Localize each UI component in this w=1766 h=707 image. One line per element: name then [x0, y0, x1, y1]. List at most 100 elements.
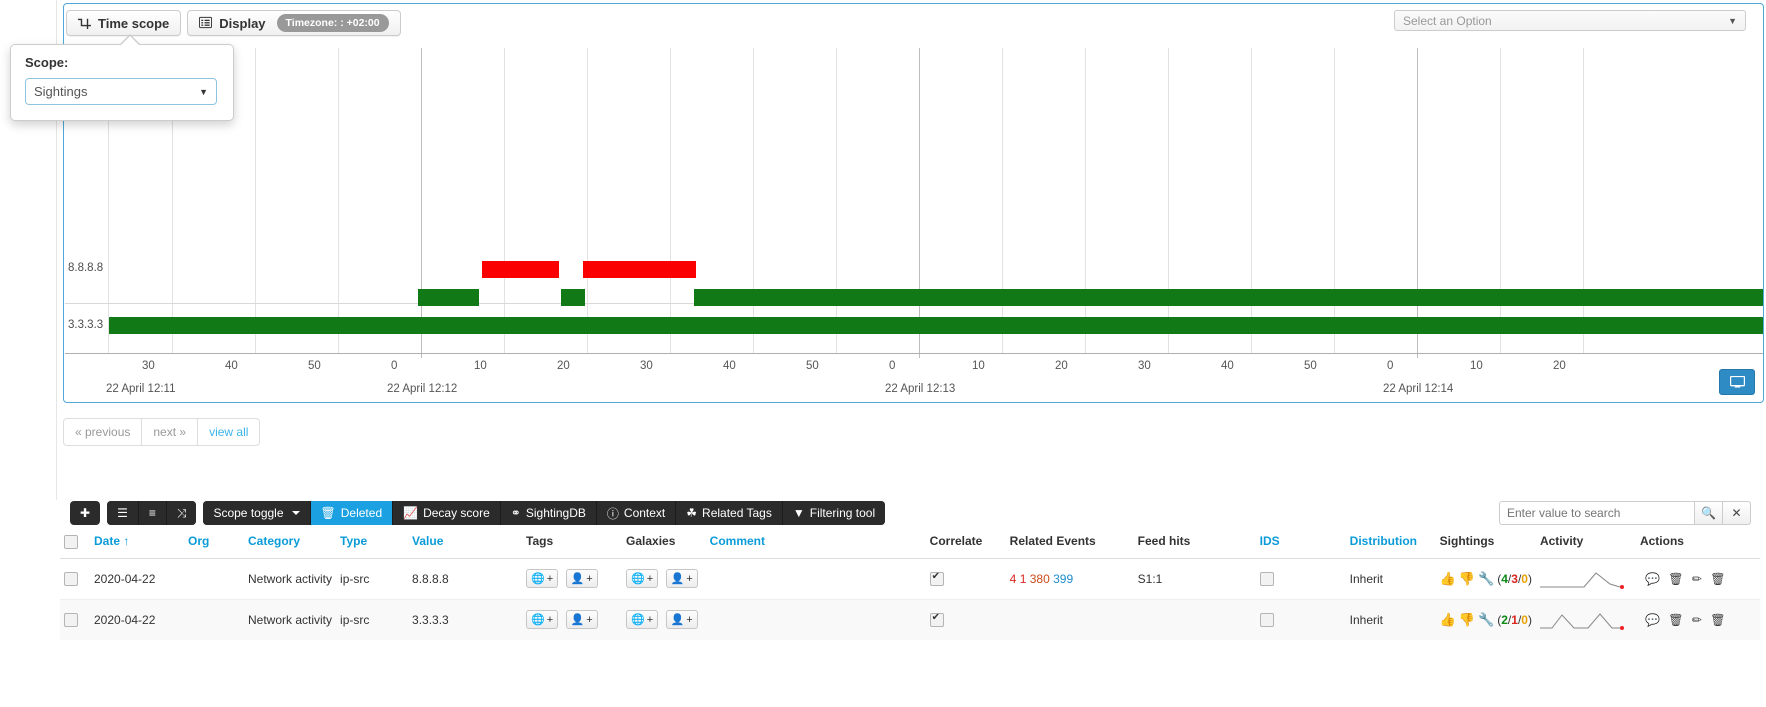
edit-icon[interactable]: ✏	[1691, 612, 1702, 627]
chart-bar-green[interactable]	[694, 289, 1763, 306]
ids-checkbox[interactable]	[1259, 572, 1274, 587]
cell-related-events[interactable]: 4 1 380 399	[1005, 557, 1134, 600]
thumbs-down-icon[interactable]: 👎	[1458, 611, 1476, 627]
cell-actions[interactable]: 💬 🗑 ✏ 🗑	[1635, 557, 1760, 600]
delete-icon[interactable]: 🗑	[1668, 612, 1684, 627]
edit-icon[interactable]: ✏	[1691, 571, 1702, 586]
thumbs-up-icon[interactable]: 👍	[1439, 611, 1456, 627]
fullscreen-button[interactable]	[1719, 369, 1755, 395]
related-tags-button[interactable]: ☘ Related Tags	[676, 501, 783, 525]
header-value[interactable]: Value	[408, 525, 523, 559]
scope-select[interactable]: Sightings ▼	[25, 78, 217, 105]
cell-correlate[interactable]	[925, 557, 1006, 600]
header-date[interactable]: Date ↑	[90, 525, 184, 559]
propose-delete-icon[interactable]: 🗑	[1710, 571, 1726, 586]
add-global-galaxy-button[interactable]: 🌐 +	[626, 569, 659, 589]
row-select-cell[interactable]	[60, 557, 90, 600]
select-all-checkbox[interactable]	[64, 534, 78, 549]
decay-score-button[interactable]: 📈 Decay score	[393, 501, 501, 525]
header-select-all[interactable]	[60, 525, 90, 559]
cell-correlate[interactable]	[925, 598, 1006, 640]
chart-bar-red[interactable]	[583, 261, 696, 278]
header-type[interactable]: Type	[336, 525, 409, 559]
cell-category: Network activity	[244, 557, 337, 600]
display-button[interactable]: Display Timezone: : +02:00	[187, 10, 401, 36]
add-local-galaxy-button[interactable]: 👤 +	[665, 569, 698, 589]
cell-tags[interactable]: 🌐 + 👤 +	[522, 598, 623, 640]
row-checkbox[interactable]	[64, 613, 78, 628]
crop-icon	[78, 15, 91, 31]
comment-icon[interactable]: 💬	[1644, 571, 1660, 586]
cell-sightings[interactable]: 👍 👎 🔧 (2/1/0)	[1435, 598, 1536, 640]
time-scope-button[interactable]: Time scope	[66, 10, 182, 36]
shuffle-view-button[interactable]: ⤨	[166, 501, 197, 525]
add-global-tag-button[interactable]: 🌐 +	[526, 569, 559, 589]
header-category[interactable]: Category	[244, 525, 337, 559]
align-view-button[interactable]: ≡	[138, 501, 167, 525]
add-local-galaxy-button[interactable]: 👤 +	[665, 610, 698, 630]
cell-feed-hits[interactable]: S1:1	[1133, 557, 1256, 600]
filtering-tool-button[interactable]: ▼ Filtering tool	[782, 501, 886, 525]
correlate-checkbox[interactable]	[929, 612, 944, 628]
header-comment[interactable]: Comment	[705, 525, 926, 559]
add-local-tag-button[interactable]: 👤 +	[565, 569, 598, 589]
timeline-chart[interactable]: 8.8.8.8 3.3.3.3 30 40 50 0 10 20 30 40 5…	[64, 48, 1763, 402]
cell-tags[interactable]: 🌐 + 👤 +	[522, 557, 623, 600]
add-global-tag-button[interactable]: 🌐 +	[526, 610, 559, 630]
row-select-cell[interactable]	[60, 598, 90, 640]
list-icon: ☰	[117, 506, 128, 520]
axis-tick: 10	[1470, 360, 1483, 372]
cell-actions[interactable]: 💬 🗑 ✏ 🗑	[1635, 598, 1760, 640]
table-row[interactable]: 2020-04-22 Network activity ip-src 3.3.3…	[60, 598, 1760, 640]
add-global-galaxy-button[interactable]: 🌐 +	[626, 610, 659, 630]
axis-tick: 30	[1138, 360, 1151, 372]
header-ids[interactable]: IDS	[1255, 525, 1346, 559]
search-input[interactable]	[1499, 501, 1695, 525]
cell-comment[interactable]	[705, 598, 926, 640]
comment-icon[interactable]: 💬	[1644, 612, 1660, 627]
row-checkbox[interactable]	[64, 572, 78, 587]
previous-button[interactable]: « previous	[63, 418, 143, 446]
correlate-checkbox[interactable]	[929, 571, 944, 587]
thumbs-down-icon[interactable]: 👎	[1458, 570, 1476, 586]
cell-ids[interactable]	[1255, 557, 1346, 600]
header-org[interactable]: Org	[184, 525, 244, 559]
add-attribute-button[interactable]: ✚	[70, 501, 101, 525]
next-button[interactable]: next »	[141, 418, 199, 446]
chart-bar-green[interactable]	[418, 289, 479, 306]
sightingdb-button[interactable]: ⚭ SightingDB	[500, 501, 597, 525]
clear-search-button[interactable]: ✕	[1723, 501, 1751, 525]
wrench-icon[interactable]: 🔧	[1478, 570, 1495, 586]
header-related-events: Related Events	[1005, 525, 1134, 559]
thumbs-up-icon[interactable]: 👍	[1439, 570, 1456, 586]
related-event[interactable]: 380	[1029, 571, 1050, 586]
delete-icon[interactable]: 🗑	[1668, 571, 1684, 586]
deleted-button[interactable]: 🗑 Deleted	[310, 501, 394, 525]
chart-bar-green[interactable]	[561, 289, 585, 306]
search-button[interactable]: 🔍	[1695, 501, 1723, 525]
table-row[interactable]: 2020-04-22 Network activity ip-src 8.8.8…	[60, 557, 1760, 600]
caret-down-icon	[291, 511, 300, 515]
chart-bar-red[interactable]	[482, 261, 559, 278]
cell-ids[interactable]	[1255, 598, 1346, 640]
related-event[interactable]: 399	[1053, 571, 1074, 586]
chart-bar-green[interactable]	[109, 317, 1763, 334]
list-view-button[interactable]: ☰	[107, 501, 139, 525]
cell-galaxies[interactable]: 🌐 + 👤 +	[622, 557, 706, 600]
wrench-icon[interactable]: 🔧	[1478, 611, 1495, 627]
scope-toggle-button[interactable]: Scope toggle	[203, 501, 311, 525]
header-distribution[interactable]: Distribution	[1345, 525, 1436, 559]
add-group: ✚	[70, 501, 101, 525]
timeline-panel: 8.8.8.8 3.3.3.3 30 40 50 0 10 20 30 40 5…	[63, 3, 1764, 403]
cell-sightings[interactable]: 👍 👎 🔧 (4/3/0)	[1435, 557, 1536, 600]
cell-comment[interactable]	[705, 557, 926, 600]
related-event[interactable]: 1	[1019, 571, 1027, 586]
context-button[interactable]: ⓘ Context	[596, 501, 677, 525]
cell-galaxies[interactable]: 🌐 + 👤 +	[622, 598, 706, 640]
propose-delete-icon[interactable]: 🗑	[1710, 612, 1726, 627]
select-an-option-dropdown[interactable]: Select an Option ▼	[1394, 10, 1746, 31]
ids-checkbox[interactable]	[1259, 613, 1274, 628]
related-event[interactable]: 4	[1009, 571, 1017, 586]
view-all-button[interactable]: view all	[197, 418, 261, 446]
add-local-tag-button[interactable]: 👤 +	[565, 610, 598, 630]
